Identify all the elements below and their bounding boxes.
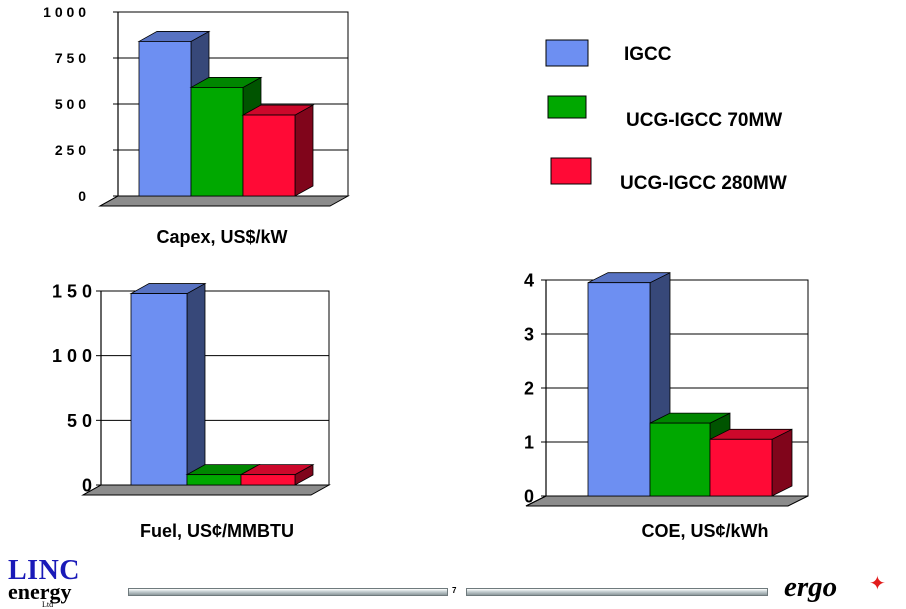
plot-floor <box>525 495 809 507</box>
y-tick-label: 1 <box>524 432 534 452</box>
y-tick-label: 4 <box>524 270 534 290</box>
maple-leaf-icon: ✦ <box>869 573 886 595</box>
page-number: 7 <box>452 586 457 595</box>
y-tick-label: 1 0 0 0 <box>43 4 86 20</box>
y-tick-label: 2 5 0 <box>55 142 86 158</box>
linc-logo-ltd: Ltd <box>42 600 54 609</box>
coe-chart: 0 1 2 3 4 COE, US¢/kWh <box>524 270 809 541</box>
legend-swatch <box>545 39 589 67</box>
chart-caption: COE, US¢/kWh <box>641 521 768 541</box>
bar <box>186 474 242 486</box>
bar <box>130 293 188 486</box>
y-tick-label: 5 0 <box>67 411 92 431</box>
ergo-logo: ergo ✦ <box>784 572 904 606</box>
y-tick-label: 1 0 0 <box>52 346 92 366</box>
footer-bar-right <box>466 588 768 596</box>
axis-depth-line <box>99 195 119 207</box>
y-tick-label: 0 <box>524 486 534 506</box>
legend-swatch <box>547 95 587 119</box>
bar <box>138 41 192 197</box>
fuel-chart: 0 5 0 1 0 0 1 5 0 Fuel, US¢/MMBTU <box>52 281 331 541</box>
bar <box>240 474 296 486</box>
legend-label: UCG-IGCC 70MW <box>626 110 782 131</box>
legend: IGCC UCG-IGCC 70MW UCG-IGCC 280MW <box>545 39 787 194</box>
bar-side <box>771 428 793 497</box>
legend-label: IGCC <box>624 44 672 65</box>
bar <box>190 87 244 197</box>
legend-label: UCG-IGCC 280MW <box>620 173 787 194</box>
plot-floor <box>81 484 331 496</box>
y-tick-label: 0 <box>82 475 92 495</box>
chart-caption: Capex, US$/kW <box>156 227 287 247</box>
y-tick-label: 7 5 0 <box>55 50 86 66</box>
plot-floor <box>98 195 350 207</box>
bar <box>649 422 711 497</box>
bar-side <box>294 104 314 197</box>
y-tick-label: 5 0 0 <box>55 96 86 112</box>
linc-logo-top: LINC <box>8 555 81 586</box>
bar <box>709 438 773 497</box>
y-tick-label: 3 <box>524 324 534 344</box>
linc-logo-bottom: energy <box>8 579 72 604</box>
ergo-logo-text: ergo <box>784 571 838 603</box>
axis-depth-line <box>525 495 547 507</box>
bar <box>587 282 651 497</box>
capex-chart: 0 2 5 0 5 0 0 7 5 0 1 0 0 0 Capex, US$/kW <box>43 4 350 247</box>
bar-side <box>186 282 206 486</box>
axis-depth-line <box>82 484 102 496</box>
chart-caption: Fuel, US¢/MMBTU <box>140 521 294 541</box>
y-tick-label: 2 <box>524 378 534 398</box>
legend-swatch <box>550 157 592 185</box>
linc-energy-logo: LINC energy Ltd <box>6 557 98 609</box>
y-tick-label: 1 5 0 <box>52 281 92 301</box>
bar <box>242 114 296 197</box>
footer-bar-left <box>128 588 448 596</box>
y-tick-label: 0 <box>78 188 86 204</box>
